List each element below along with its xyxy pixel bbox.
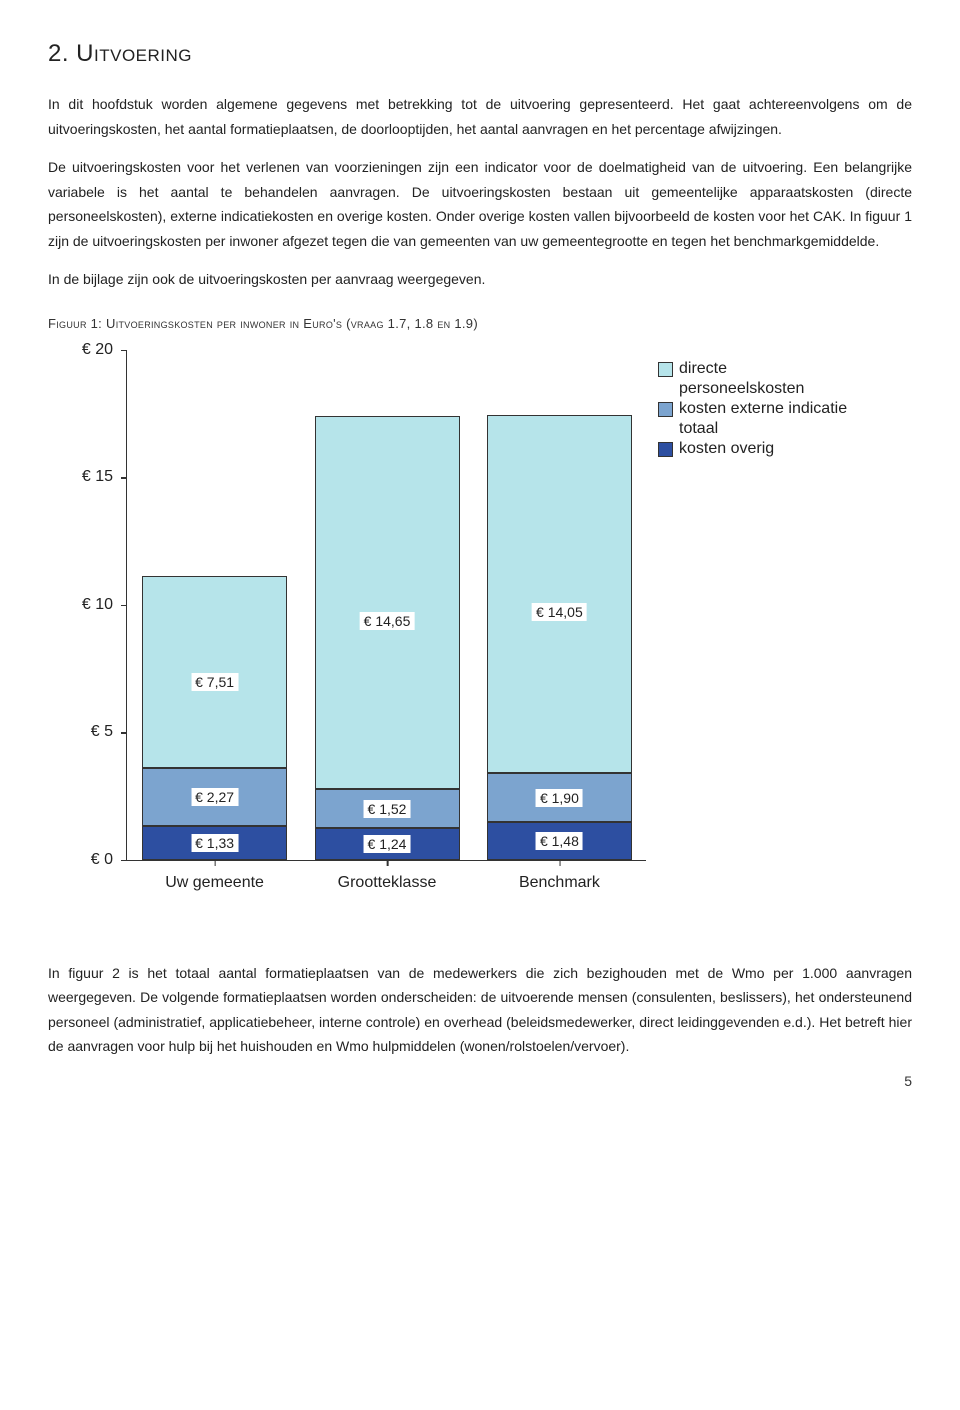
chart-plot: € 0€ 5€ 10€ 15€ 20€ 1,33€ 2,27€ 7,51Uw g…	[126, 351, 646, 861]
x-tick-label: Benchmark	[519, 860, 600, 892]
bar-value-label: € 1,52	[364, 800, 411, 818]
bar-segment-direct	[487, 415, 632, 773]
bar-value-label: € 7,51	[191, 673, 238, 691]
legend-label: kosten externe indicatie	[679, 399, 847, 419]
legend-label: totaal	[679, 419, 718, 439]
legend-item: kosten externe indicatie	[658, 399, 847, 419]
figure-1-chart: directepersoneelskostenkosten externe in…	[48, 351, 918, 921]
bar-value-label: € 1,24	[364, 835, 411, 853]
legend-label: kosten overig	[679, 439, 774, 459]
figure-caption: Figuur 1: Uitvoeringskosten per inwoner …	[48, 316, 912, 331]
legend-item: totaal	[658, 419, 847, 439]
y-tick-label: € 5	[91, 723, 127, 741]
y-tick-label: € 0	[91, 851, 127, 869]
bar-segment-direct	[315, 416, 460, 790]
legend-label: directe	[679, 359, 727, 379]
legend-swatch	[658, 442, 673, 457]
y-tick-label: € 20	[82, 341, 127, 359]
x-tick-label: Grootteklasse	[338, 860, 437, 892]
paragraph-1: In dit hoofdstuk worden algemene gegeven…	[48, 92, 912, 141]
paragraph-3: In de bijlage zijn ook de uitvoeringskos…	[48, 267, 912, 292]
bar-value-label: € 1,90	[536, 789, 583, 807]
legend-item: directe	[658, 359, 847, 379]
legend-swatch	[658, 362, 673, 377]
page-number: 5	[48, 1073, 912, 1089]
legend-swatch	[658, 402, 673, 417]
legend-item: kosten overig	[658, 439, 847, 459]
x-tick-label: Uw gemeente	[165, 860, 264, 892]
paragraph-2: De uitvoeringskosten voor het verlenen v…	[48, 155, 912, 253]
y-tick-label: € 15	[82, 468, 127, 486]
paragraph-4: In figuur 2 is het totaal aantal formati…	[48, 961, 912, 1059]
bar-value-label: € 1,48	[536, 832, 583, 850]
legend-label: personeelskosten	[679, 379, 804, 399]
legend-item: personeelskosten	[658, 379, 847, 399]
bar-value-label: € 14,05	[532, 603, 587, 621]
bar-value-label: € 2,27	[191, 788, 238, 806]
chart-legend: directepersoneelskostenkosten externe in…	[658, 359, 847, 459]
bar-value-label: € 1,33	[191, 834, 238, 852]
y-tick-label: € 10	[82, 596, 127, 614]
bar-value-label: € 14,65	[360, 612, 415, 630]
section-heading: 2. Uitvoering	[48, 40, 912, 68]
